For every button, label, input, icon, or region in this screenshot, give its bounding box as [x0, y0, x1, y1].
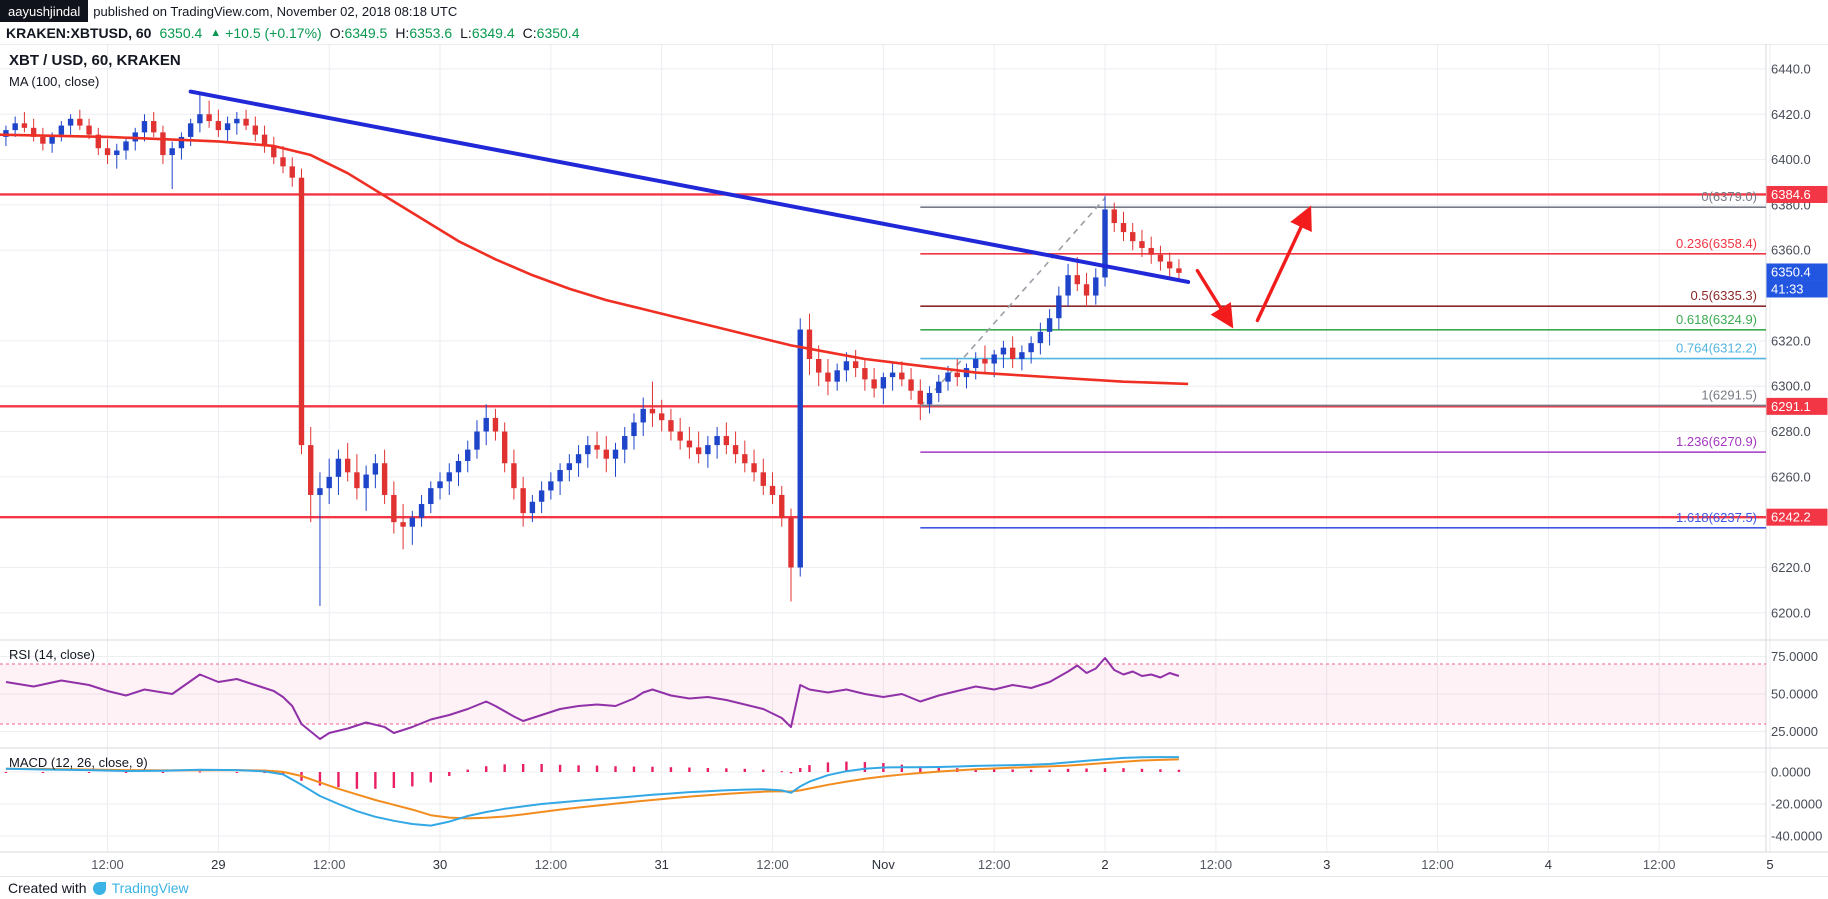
candles-layer[interactable]: [3, 93, 1182, 607]
price-tick-label: 6320.0: [1771, 333, 1811, 348]
time-label[interactable]: 12:00: [1421, 857, 1454, 872]
rsi-line[interactable]: [5, 657, 1180, 740]
time-label[interactable]: 12:00: [756, 857, 789, 872]
trendline[interactable]: [188, 89, 1191, 284]
macd-pane-label[interactable]: MACD (12, 26, close, 9): [9, 755, 148, 770]
pane-separators: [0, 43, 1828, 853]
time-label[interactable]: 31: [654, 857, 668, 872]
macd-tick-label: -20.0000: [1771, 797, 1822, 812]
price-tick-label: 6280.0: [1771, 424, 1811, 439]
price-badge: 6291.1: [1766, 397, 1828, 415]
price-badge: 6350.4: [1766, 263, 1828, 281]
symbol-title: KRAKEN:XBTUSD, 60: [6, 25, 152, 41]
close-label: C:: [522, 25, 537, 41]
attribution-bar: aayushjindal published on TradingView.co…: [0, 0, 1828, 22]
fib-level-label: 1.236(6270.9): [1676, 434, 1757, 449]
gridlines: [0, 44, 1771, 852]
last-price: 6350.4: [159, 25, 203, 41]
time-label[interactable]: 12:00: [535, 857, 568, 872]
ohlc-high: H:6353.6: [395, 25, 452, 41]
created-with-text: Created with: [8, 880, 87, 896]
price-badge-text: 6350.4: [1771, 264, 1811, 279]
rsi-tick-label: 75.0000: [1771, 649, 1818, 664]
price-tick-label: 6360.0: [1771, 243, 1811, 258]
price-badge-text: 6291.1: [1771, 399, 1811, 414]
author-chip[interactable]: aayushjindal: [0, 0, 89, 22]
legend-symbol[interactable]: XBT / USD, 60, KRAKEN: [9, 52, 181, 69]
attribution-text: published on TradingView.com, November 0…: [93, 3, 458, 19]
time-label[interactable]: 12:00: [313, 857, 346, 872]
fib-level-label: 0.5(6335.3): [1691, 288, 1758, 303]
low-value: 6349.4: [471, 25, 515, 41]
price-badge-text: 6242.2: [1771, 510, 1811, 525]
rsi-tick-label: 25.0000: [1771, 724, 1818, 739]
ohlc-close: C:6350.4: [523, 25, 580, 41]
high-value: 6353.6: [409, 25, 453, 41]
time-label[interactable]: 12:00: [978, 857, 1011, 872]
price-change: +10.5 (+0.17%): [225, 25, 322, 41]
rsi-pane-label[interactable]: RSI (14, close): [9, 647, 95, 662]
time-label[interactable]: 30: [433, 857, 447, 872]
macd-tick-label: -40.0000: [1771, 829, 1822, 844]
macd-pane[interactable]: [4, 756, 1181, 827]
fib-labels: 0(6379.0) 0.236(6358.4) 0.5(6335.3) 0.618(6…: [1676, 189, 1757, 525]
rsi-tick-label: 50.0000: [1771, 687, 1818, 702]
price-badge: 41:33: [1766, 280, 1828, 298]
time-axis-labels[interactable]: 12:00 29 12:00 30 12:00 31 12:00 Nov 12:00 2 12:00…: [91, 857, 1773, 872]
fib-level-label: 0.618(6324.9): [1676, 312, 1757, 327]
price-tick-label: 6400.0: [1771, 152, 1811, 167]
price-badge: 6242.2: [1766, 508, 1828, 526]
legend: XBT / USD, 60, KRAKEN MA (100, close): [9, 52, 181, 89]
legend-ma-indicator[interactable]: MA (100, close): [9, 74, 100, 89]
price-tick-label: 6300.0: [1771, 379, 1811, 394]
macd-tick-label: 0.0000: [1771, 765, 1811, 780]
fib-level-label: 0.236(6358.4): [1676, 236, 1757, 251]
price-tick-label: 6220.0: [1771, 560, 1811, 575]
price-axis-labels[interactable]: 6440.06420.06400.06380.06360.06320.06300…: [1771, 61, 1822, 843]
time-label[interactable]: 4: [1545, 857, 1552, 872]
projection-arrows[interactable]: [1195, 205, 1312, 329]
fib-level-label: 1.618(6237.5): [1676, 510, 1757, 525]
symbol-bar: KRAKEN:XBTUSD, 60 6350.4 ▲ +10.5 (+0.17%…: [0, 22, 1828, 44]
up-arrow-icon: ▲: [210, 27, 222, 39]
ohlc-open: O:6349.5: [330, 25, 388, 41]
fib-guide-dashed-line[interactable]: [919, 197, 1106, 408]
high-label: H:: [395, 25, 410, 41]
macd-line[interactable]: [5, 756, 1179, 827]
time-label[interactable]: Nov: [872, 857, 896, 872]
ma-line[interactable]: [0, 133, 1189, 386]
main-pane[interactable]: [0, 89, 1766, 607]
time-label[interactable]: 29: [211, 857, 225, 872]
price-badges: 6384.6 6350.4 41:33 6291.1 6242.2: [1766, 185, 1828, 526]
price-tick-label: 6260.0: [1771, 469, 1811, 484]
time-label[interactable]: 3: [1323, 857, 1330, 872]
fib-level-label: 0(6379.0): [1701, 189, 1757, 204]
fib-retracement[interactable]: [920, 206, 1766, 529]
price-badge-text: 6384.6: [1771, 187, 1811, 202]
footer-bar: Created with TradingView: [0, 876, 1828, 899]
time-label[interactable]: 12:00: [1200, 857, 1233, 872]
open-label: O:: [329, 25, 345, 41]
time-label[interactable]: 12:00: [91, 857, 124, 872]
ohlc-low: L:6349.4: [460, 25, 515, 41]
price-tick-label: 6200.0: [1771, 605, 1811, 620]
price-badge-text: 41:33: [1771, 281, 1804, 296]
price-tick-label: 6420.0: [1771, 107, 1811, 122]
time-label[interactable]: 2: [1101, 857, 1108, 872]
open-value: 6349.5: [344, 25, 388, 41]
tradingview-brand-link[interactable]: TradingView: [111, 880, 189, 896]
low-label: L:: [460, 25, 472, 41]
price-badge: 6384.6: [1766, 185, 1828, 203]
rsi-pane[interactable]: [0, 657, 1766, 740]
close-value: 6350.4: [536, 25, 580, 41]
time-label[interactable]: 5: [1766, 857, 1773, 872]
price-tick-label: 6440.0: [1771, 61, 1811, 76]
fib-level-label: 1(6291.5): [1701, 387, 1757, 402]
fib-level-label: 0.764(6312.2): [1676, 341, 1757, 356]
macd-signal-line[interactable]: [5, 758, 1179, 820]
time-label[interactable]: 12:00: [1643, 857, 1676, 872]
tradingview-logo-icon: [92, 881, 106, 895]
